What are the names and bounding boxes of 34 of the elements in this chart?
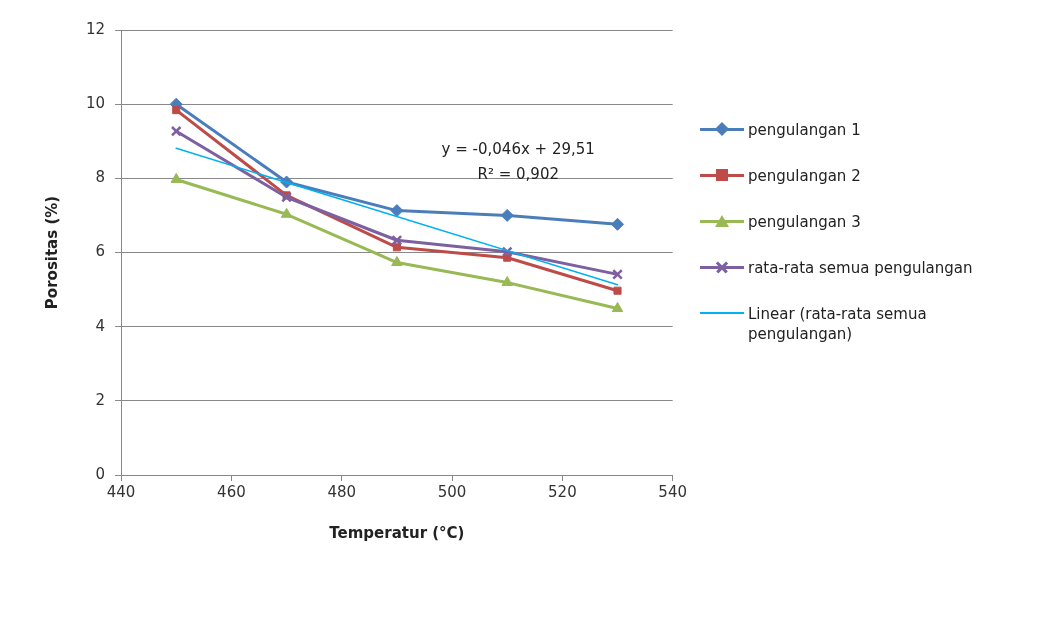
point [391,256,403,267]
x-tick-label: 500 [437,482,467,501]
point [170,125,182,137]
x-tick-label: 480 [327,482,357,501]
x-tick-label: 540 [658,482,688,501]
point [611,217,625,231]
point [391,234,403,246]
point [611,302,624,312]
y-tick-label: 10 [85,94,106,113]
y-tick-label: 6 [95,242,106,261]
annotation: R² = 0,902 [477,164,559,183]
x-tick-label: 520 [548,482,577,501]
point [172,106,181,115]
y-tick-label: 8 [95,168,106,187]
x-tick-label: 440 [106,482,136,501]
y-tick-label: 2 [95,390,106,409]
y-tick-label: 12 [85,19,106,38]
y-tick-label: 4 [95,316,106,335]
point [612,268,624,280]
legend-label: rata-rata semua pengulangan [748,258,973,278]
y-tick-label: 0 [95,464,106,483]
legend-label: pengulangan 3 [748,212,861,232]
x-tick-label: 460 [217,482,246,501]
x-axis-title: Temperatur (°C) [329,523,465,542]
point [390,204,404,218]
legend-label: pengulangan 2 [748,166,861,186]
annotation: y = -0,046x + 29,51 [441,139,595,158]
legend-label: pengulangan 1 [748,120,861,140]
point [613,286,622,295]
legend-label: Linear (rata-rata semua pengulangan) [748,304,928,344]
point [170,172,182,183]
point [500,208,514,222]
point [501,276,513,287]
y-axis-title: Porositas (%) [42,195,61,310]
